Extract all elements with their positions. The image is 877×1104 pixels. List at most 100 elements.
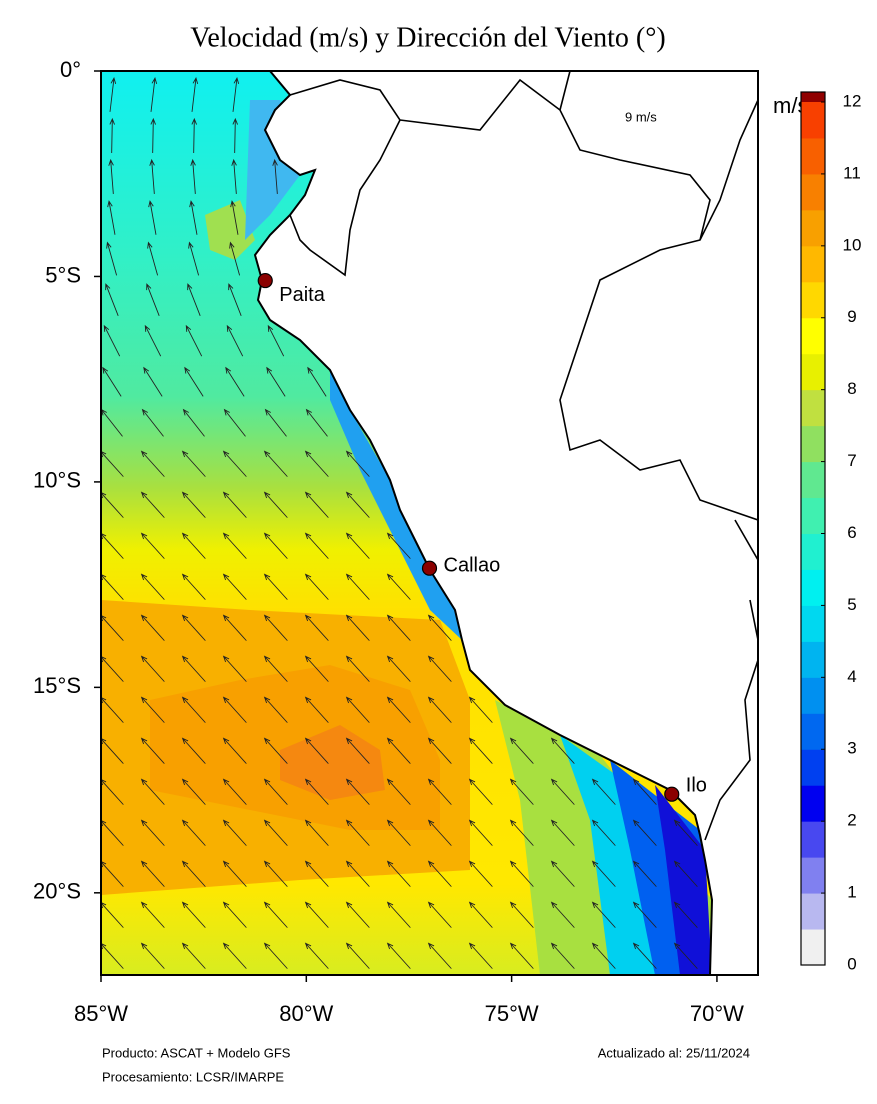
x-tick-label: 85°W xyxy=(74,1001,128,1026)
wind-arrow xyxy=(230,200,239,235)
wind-arrow xyxy=(140,573,165,600)
wind-arrow xyxy=(140,532,165,559)
wind-arrow xyxy=(427,696,452,723)
wind-arrow xyxy=(181,819,206,846)
colorbar-band xyxy=(801,317,825,355)
colorbar-tick-label: 0 xyxy=(847,954,856,973)
wind-arrow xyxy=(222,942,247,969)
wind-arrow xyxy=(345,614,370,641)
colorbar-tick-label: 12 xyxy=(843,91,862,110)
colorbar-band xyxy=(801,389,825,427)
wind-arrow xyxy=(140,942,165,969)
wind-arrow xyxy=(232,117,238,154)
wind-arrow xyxy=(140,778,165,805)
wind-arrow xyxy=(591,860,616,887)
wind-arrow xyxy=(105,283,119,316)
wind-arrow xyxy=(263,614,288,641)
wind-arrow xyxy=(225,366,245,397)
colorbar-tick-label: 5 xyxy=(847,595,856,614)
wind-arrow xyxy=(267,324,285,357)
wind-arrow xyxy=(304,819,329,846)
wind-arrow xyxy=(140,860,165,887)
wind-arrow xyxy=(181,860,206,887)
wind-arrow xyxy=(468,942,493,969)
wind-arrow xyxy=(345,778,370,805)
y-tick-label: 10°S xyxy=(33,468,81,493)
wind-arrow xyxy=(189,200,198,235)
wind-arrow xyxy=(427,901,452,928)
wind-arrow xyxy=(150,76,158,112)
wind-arrow xyxy=(222,450,247,477)
colorbar-band xyxy=(801,425,825,463)
wind-arrow xyxy=(191,117,197,154)
wind-arrow xyxy=(632,901,657,928)
colorbar-frame xyxy=(800,91,826,966)
speed-zone xyxy=(655,785,712,975)
wind-arrow xyxy=(263,655,288,682)
wind-arrow xyxy=(427,942,452,969)
wind-arrow xyxy=(263,491,288,518)
wind-arrow xyxy=(231,158,237,194)
wind-arrows xyxy=(101,76,698,969)
wind-arrow xyxy=(386,860,411,887)
wind-arrow xyxy=(468,696,493,723)
wind-arrow xyxy=(109,117,115,154)
x-tick-label: 75°W xyxy=(485,1001,539,1026)
wind-arrow xyxy=(591,942,616,969)
wind-arrow xyxy=(144,324,162,357)
wind-arrow xyxy=(305,408,328,437)
map-frame xyxy=(100,70,759,976)
wind-arrow xyxy=(386,901,411,928)
wind-arrow xyxy=(427,614,452,641)
wind-arrow xyxy=(140,737,165,764)
wind-arrow xyxy=(550,819,575,846)
wind-arrow xyxy=(222,737,247,764)
wind-arrow xyxy=(307,366,327,397)
wind-arrow xyxy=(550,860,575,887)
wind-arrow xyxy=(182,408,205,437)
wind-arrow xyxy=(386,532,411,559)
wind-arrow xyxy=(181,778,206,805)
wind-arrow xyxy=(345,819,370,846)
wind-arrow xyxy=(468,860,493,887)
wind-arrow xyxy=(427,778,452,805)
wind-arrow xyxy=(386,696,411,723)
wind-arrow xyxy=(222,491,247,518)
wind-arrow xyxy=(187,283,201,316)
wind-arrow xyxy=(673,819,698,846)
wind-arrow xyxy=(109,76,117,112)
wind-arrow xyxy=(550,778,575,805)
wind-arrow xyxy=(304,901,329,928)
land xyxy=(253,71,758,975)
wind-arrow xyxy=(263,942,288,969)
city-marker xyxy=(421,560,438,576)
colorbar-band xyxy=(801,713,825,750)
colorbar-tick-label: 1 xyxy=(847,883,856,902)
wind-arrow xyxy=(222,696,247,723)
x-tick-label: 70°W xyxy=(690,1001,744,1026)
wind-arrow xyxy=(263,737,288,764)
wind-arrow xyxy=(181,532,206,559)
wind-arrow xyxy=(148,200,157,235)
wind-arrow xyxy=(181,696,206,723)
y-tick-label: 20°S xyxy=(33,879,81,904)
wind-arrow xyxy=(386,573,411,600)
wind-arrow xyxy=(304,532,329,559)
wind-arrow xyxy=(143,366,163,397)
colorbar-tick-label: 4 xyxy=(847,667,856,686)
wind-arrow xyxy=(304,573,329,600)
colorbar-tick-label: 3 xyxy=(847,739,856,758)
country-border xyxy=(289,71,758,841)
wind-arrow xyxy=(191,76,199,112)
colorbar-band xyxy=(801,102,825,139)
wind-arrow xyxy=(386,737,411,764)
wind-arrow xyxy=(345,655,370,682)
wind-arrow xyxy=(263,819,288,846)
wind-arrow xyxy=(146,283,160,316)
colorbar-band xyxy=(801,569,825,606)
wind-arrow xyxy=(673,860,698,887)
wind-arrow xyxy=(304,491,329,518)
wind-arrow xyxy=(103,324,121,357)
